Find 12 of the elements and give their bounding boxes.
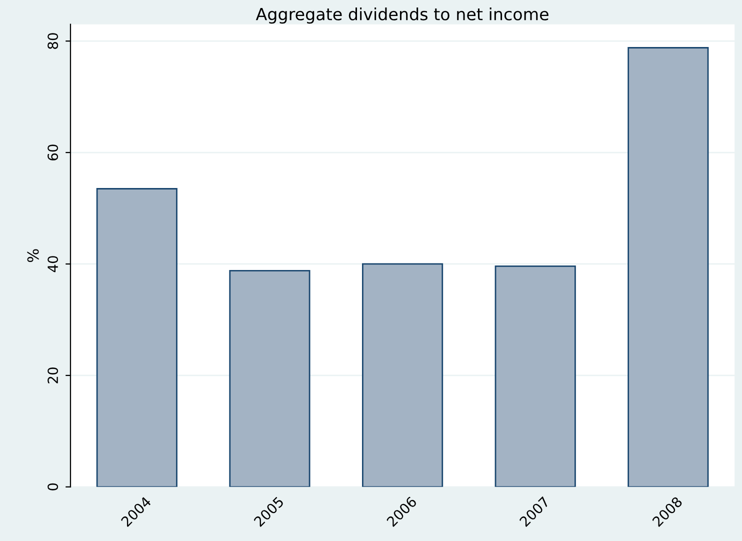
y-tick-label: 20 [48,368,58,384]
y-tick-label: 80 [48,33,58,49]
y-tick-label: 60 [48,144,58,160]
bar [229,270,310,487]
y-axis-title: % [27,249,39,262]
bar [494,266,576,487]
bar [628,47,709,487]
y-tick-label: 40 [48,256,58,272]
y-tick-label: 0 [48,483,58,490]
bar [96,188,178,487]
bar [362,263,444,487]
chart-title: Aggregate dividends to net income [256,8,548,24]
